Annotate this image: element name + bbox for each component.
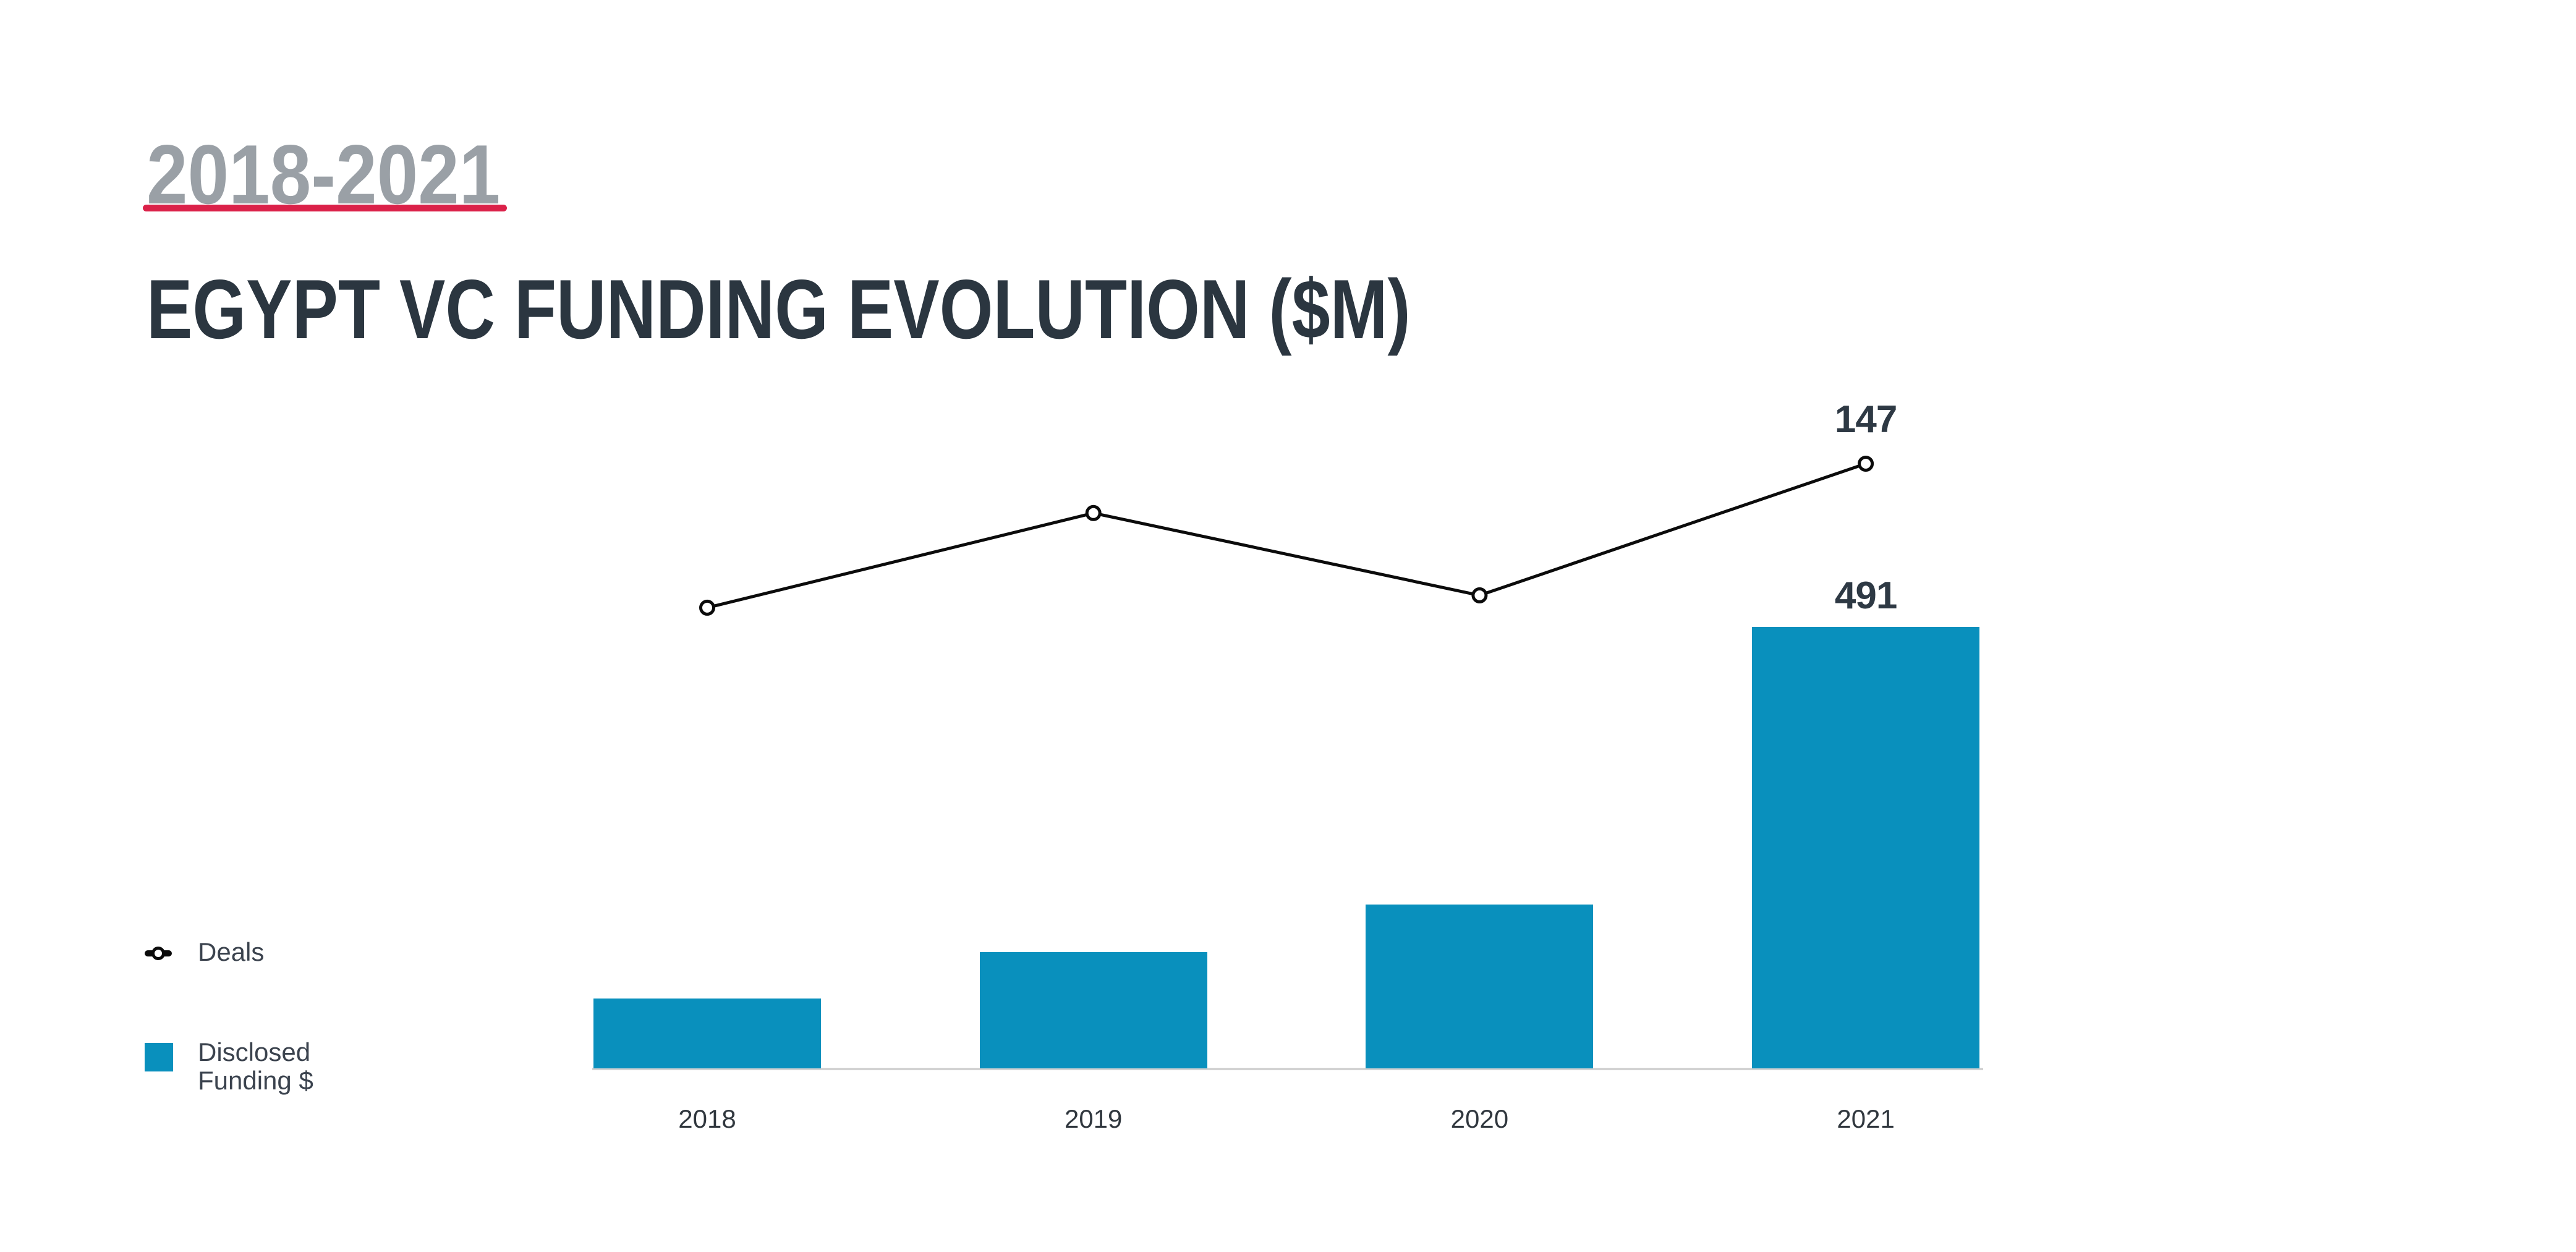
period-label: 2018-2021 bbox=[147, 127, 501, 221]
bar-2021 bbox=[1752, 627, 1980, 1068]
funding-legend-swatch-icon bbox=[145, 1043, 173, 1071]
deals-legend-circle-icon bbox=[151, 947, 165, 960]
deals-marker-2019 bbox=[1085, 505, 1102, 521]
bar-2018 bbox=[593, 998, 821, 1068]
legend-label-deals: Deals bbox=[198, 937, 265, 966]
bar-2020 bbox=[1366, 905, 1594, 1068]
x-axis-label-2021: 2021 bbox=[1837, 1104, 1895, 1133]
deals-marker-2021 bbox=[1858, 456, 1874, 472]
chart-title: EGYPT VC FUNDING EVOLUTION ($M) bbox=[147, 262, 1411, 356]
legend-label-disclosed-funding: Disclosed Funding $ bbox=[198, 1038, 313, 1095]
bar-data-label-2021: 491 bbox=[1834, 574, 1897, 617]
legend-label-disclosed-funding-line1: Disclosed bbox=[198, 1037, 311, 1067]
deals-marker-2020 bbox=[1471, 587, 1488, 603]
x-axis-label-2018: 2018 bbox=[678, 1104, 736, 1133]
x-axis-label-2019: 2019 bbox=[1064, 1104, 1123, 1133]
bar-2019 bbox=[979, 952, 1207, 1068]
legend-label-disclosed-funding-line2: Funding $ bbox=[198, 1066, 313, 1095]
deals-line-path bbox=[705, 462, 1868, 610]
x-axis-line bbox=[592, 1068, 1983, 1070]
x-axis-label-2020: 2020 bbox=[1450, 1104, 1509, 1133]
line-data-label-2021: 147 bbox=[1834, 398, 1897, 441]
red-underline-accent bbox=[143, 205, 507, 211]
deals-marker-2018 bbox=[699, 599, 715, 616]
